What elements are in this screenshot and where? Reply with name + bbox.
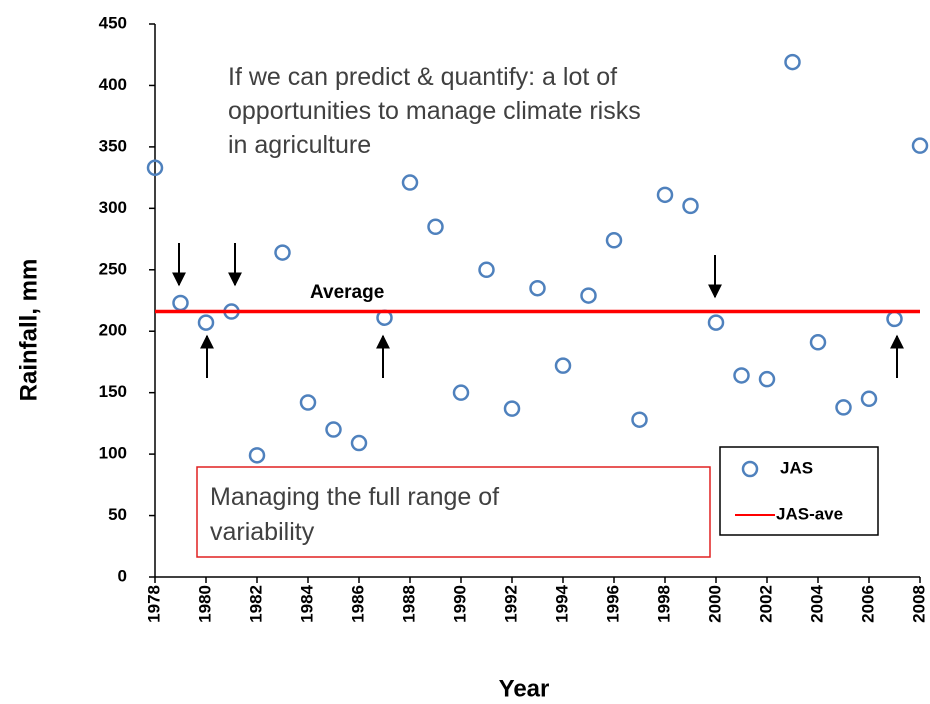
- point: [911, 137, 929, 154]
- arrows: [172, 243, 904, 378]
- point: [197, 314, 215, 331]
- point: [835, 399, 852, 416]
- x-tick-label: 2000: [705, 585, 724, 623]
- x-tick-label: 1990: [450, 585, 469, 623]
- y-tick-label: 300: [99, 198, 127, 217]
- y-tick-label: 350: [99, 136, 127, 155]
- point: [503, 400, 521, 417]
- legend-label: JAS-ave: [776, 504, 843, 523]
- point: [146, 159, 164, 177]
- point: [631, 411, 648, 428]
- x-tick-label: 1978: [144, 585, 163, 623]
- point: [605, 232, 623, 249]
- y-tick-label: 250: [99, 259, 127, 278]
- x-tick-label: 2002: [756, 585, 775, 623]
- x-tick-label: 1994: [552, 584, 571, 622]
- legend-marker: [741, 460, 759, 478]
- annotation: in agriculture: [228, 131, 371, 159]
- point: [656, 186, 674, 204]
- point: [580, 287, 597, 304]
- x-tick-label: 1988: [399, 585, 418, 623]
- y-tick-label: 0: [118, 566, 127, 585]
- legend-label: JAS: [780, 458, 813, 477]
- point: [299, 394, 317, 411]
- point: [248, 447, 266, 464]
- y-tick-label: 400: [99, 75, 127, 94]
- point: [554, 357, 572, 374]
- y-tick-label: 50: [108, 505, 127, 524]
- annotation: opportunities to manage climate risks: [228, 97, 641, 125]
- x-tick-label: 2008: [909, 585, 928, 623]
- point: [325, 421, 342, 438]
- point: [682, 197, 699, 215]
- point: [784, 53, 801, 71]
- point: [886, 310, 903, 328]
- x-axis-label: Year: [499, 675, 550, 702]
- point: [758, 370, 776, 388]
- line-label: Average: [310, 282, 384, 303]
- x-tick-label: 2006: [858, 585, 877, 623]
- point: [401, 174, 419, 191]
- x-tick-label: 1986: [348, 585, 367, 623]
- point: [529, 279, 546, 297]
- y-tick-label: 150: [99, 382, 127, 401]
- y-tick-label: 450: [99, 13, 127, 32]
- legend-box: [719, 446, 879, 536]
- point: [274, 244, 291, 261]
- point: [427, 218, 444, 236]
- point: [172, 294, 189, 312]
- x-tick-label: 1998: [654, 585, 673, 623]
- point: [809, 334, 827, 351]
- point: [478, 261, 495, 279]
- x-tick-label: 1980: [195, 585, 214, 623]
- point: [350, 434, 368, 452]
- box-text: Managing the full range of: [210, 483, 499, 511]
- point: [707, 314, 725, 331]
- point: [452, 384, 470, 401]
- y-tick-label: 200: [99, 321, 127, 340]
- point: [860, 390, 878, 408]
- annotation: If we can predict & quantify: a lot of: [228, 63, 617, 91]
- y-axis-label: Rainfall, mm: [15, 259, 42, 402]
- box-text: variability: [210, 518, 315, 546]
- y-tick-label: 100: [99, 444, 127, 463]
- x-tick-label: 1982: [246, 585, 265, 623]
- x-tick-label: 1984: [297, 584, 316, 622]
- x-tick-label: 2004: [807, 584, 826, 622]
- point: [733, 367, 750, 384]
- annotation-box: [196, 466, 711, 558]
- x-tick-label: 1992: [501, 585, 520, 623]
- x-tick-label: 1996: [603, 585, 622, 623]
